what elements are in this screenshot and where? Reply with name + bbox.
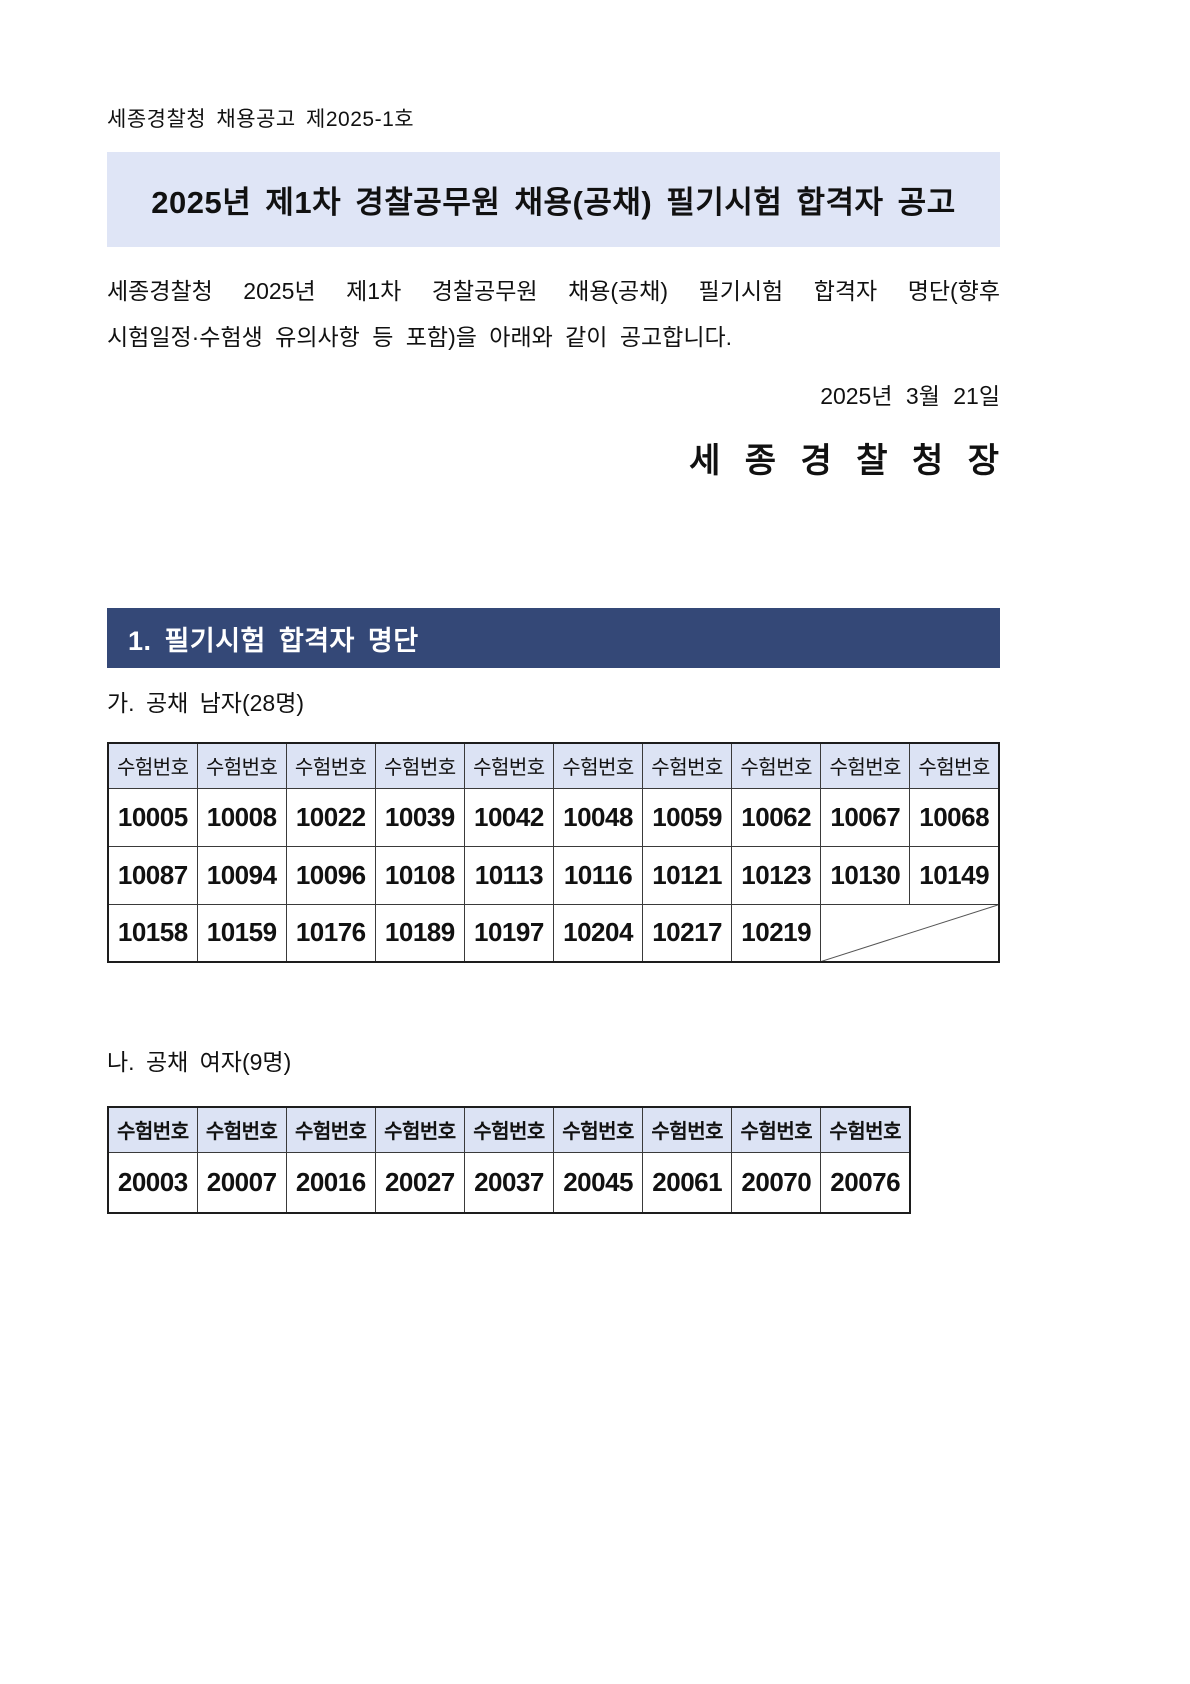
doc-number: 세종경찰청 채용공고 제2025-1호 [107, 108, 415, 131]
exam-number-cell: 10130 [820, 845, 911, 905]
intro-line-1: 세종경찰청 2025년 제1차 경찰공무원 채용(공채) 필기시험 합격자 명단… [107, 278, 1000, 304]
exam-number-cell: 10059 [642, 787, 733, 847]
exam-number-cell: 20016 [285, 1151, 376, 1214]
table-row: 10087 10094 10096 10108 10113 10116 10121 10123… [107, 845, 1000, 905]
col-header-exam-number: 수험번호 [285, 742, 376, 789]
col-header-exam-number: 수험번호 [731, 742, 822, 789]
col-header-exam-number: 수험번호 [107, 1106, 198, 1153]
table-header-row: 수험번호 수험번호 수험번호 수험번호 수험번호 수험번호 수험번호 수험번호 수험번호 수험번호 [107, 742, 1000, 789]
exam-number-cell: 10096 [285, 845, 376, 905]
exam-number-cell: 10048 [552, 787, 644, 847]
exam-number-cell: 10204 [552, 903, 644, 963]
empty-diagonal-cell [820, 903, 1000, 963]
exam-number-cell: 20007 [196, 1151, 287, 1214]
col-header-exam-number: 수험번호 [909, 742, 1000, 789]
exam-number-cell: 20003 [107, 1151, 198, 1214]
exam-number-cell: 10116 [552, 845, 644, 905]
exam-number-cell: 10042 [463, 787, 554, 847]
col-header-exam-number: 수험번호 [731, 1106, 822, 1153]
col-header-exam-number: 수험번호 [642, 742, 733, 789]
exam-number-cell: 10108 [374, 845, 465, 905]
exam-number-cell: 10121 [642, 845, 733, 905]
exam-number-cell: 10176 [285, 903, 376, 963]
section-title: 1. 필기시험 합격자 명단 [128, 625, 419, 656]
exam-number-cell: 10087 [107, 845, 198, 905]
exam-number-cell: 20037 [463, 1151, 555, 1214]
title-banner: 2025년 제1차 경찰공무원 채용(공채) 필기시험 합격자 공고 [107, 152, 1000, 247]
col-header-exam-number: 수험번호 [374, 742, 465, 789]
exam-number-cell: 10189 [374, 903, 465, 963]
col-header-exam-number: 수험번호 [552, 742, 644, 789]
exam-number-cell: 20061 [642, 1151, 733, 1214]
exam-number-cell: 10123 [731, 845, 822, 905]
exam-number-cell: 20076 [820, 1151, 911, 1214]
exam-number-cell: 10039 [374, 787, 465, 847]
exam-number-cell: 10068 [909, 787, 1000, 847]
exam-number-cell: 10067 [820, 787, 911, 847]
col-header-exam-number: 수험번호 [196, 742, 287, 789]
col-header-exam-number: 수험번호 [820, 1106, 911, 1153]
col-header-exam-number: 수험번호 [820, 742, 911, 789]
intro-paragraph: 세종경찰청 2025년 제1차 경찰공무원 채용(공채) 필기시험 합격자 명단… [107, 268, 1000, 360]
table-header-row: 수험번호 수험번호 수험번호 수험번호 수험번호 수험번호 수험번호 수험번호 수험번호 [107, 1106, 911, 1153]
exam-number-cell: 10005 [107, 787, 198, 847]
section-banner: 1. 필기시험 합격자 명단 [107, 608, 1000, 668]
table-row: 10158 10159 10176 10189 10197 10204 10217 10219 [107, 903, 1000, 963]
exam-number-cell: 10008 [196, 787, 287, 847]
page-title: 2025년 제1차 경찰공무원 채용(공채) 필기시험 합격자 공고 [151, 185, 956, 220]
exam-number-cell: 10022 [285, 787, 376, 847]
exam-number-cell: 10217 [642, 903, 733, 963]
pass-list-table-male: 수험번호 수험번호 수험번호 수험번호 수험번호 수험번호 수험번호 수험번호 수험번호 수험번호… [107, 742, 1000, 963]
table-caption-male: 가. 공채 남자(28명) [107, 690, 305, 716]
exam-number-cell: 10219 [731, 903, 822, 963]
exam-number-cell: 20045 [553, 1151, 644, 1214]
col-header-exam-number: 수험번호 [642, 1106, 733, 1153]
exam-number-cell: 10094 [196, 845, 287, 905]
col-header-exam-number: 수험번호 [553, 1106, 644, 1153]
document-page: 세종경찰청 채용공고 제2025-1호 2025년 제1차 경찰공무원 채용(공… [107, 0, 1000, 1214]
pass-list-table-female: 수험번호 수험번호 수험번호 수험번호 수험번호 수험번호 수험번호 수험번호 수험번호 2000… [107, 1106, 911, 1214]
exam-number-cell: 10113 [463, 845, 554, 905]
exam-number-cell: 10062 [731, 787, 822, 847]
exam-number-cell: 20027 [374, 1151, 465, 1214]
table-row: 20003 20007 20016 20027 20037 20045 20061 20070… [107, 1151, 911, 1214]
col-header-exam-number: 수험번호 [107, 742, 198, 789]
intro-line-2: 시험일정·수험생 유의사항 등 포함)을 아래와 같이 공고합니다. [107, 324, 733, 350]
exam-number-cell: 20070 [731, 1151, 822, 1214]
table-row: 10005 10008 10022 10039 10042 10048 10059 10062… [107, 787, 1000, 847]
signer-title: 세 종 경 찰 청 장 [689, 442, 1000, 480]
exam-number-cell: 10158 [107, 903, 198, 963]
col-header-exam-number: 수험번호 [463, 742, 554, 789]
exam-number-cell: 10159 [196, 903, 287, 963]
col-header-exam-number: 수험번호 [285, 1106, 376, 1153]
announcement-date: 2025년 3월 21일 [820, 383, 1000, 409]
col-header-exam-number: 수험번호 [374, 1106, 465, 1153]
col-header-exam-number: 수험번호 [196, 1106, 287, 1153]
table-caption-female: 나. 공채 여자(9명) [107, 1049, 292, 1075]
exam-number-cell: 10149 [909, 845, 1000, 905]
col-header-exam-number: 수험번호 [463, 1106, 555, 1153]
exam-number-cell: 10197 [463, 903, 554, 963]
